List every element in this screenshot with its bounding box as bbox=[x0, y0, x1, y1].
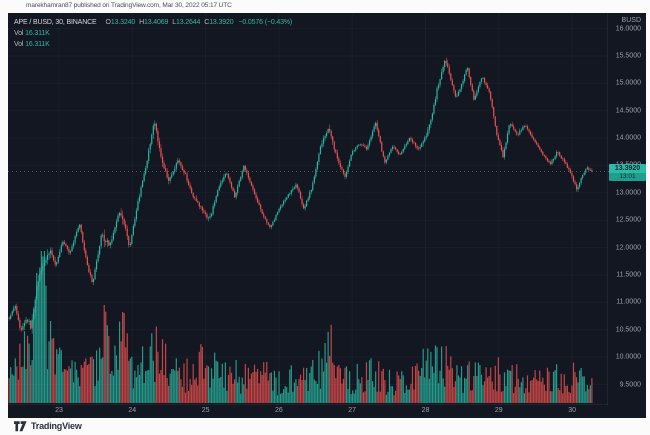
price-tick-label: 11.0000 bbox=[616, 298, 641, 306]
candles bbox=[8, 57, 593, 334]
price-tick-label: 14.5000 bbox=[615, 107, 641, 115]
time-tick-label: 23 bbox=[55, 407, 63, 414]
price-tick-label: 12.5000 bbox=[615, 216, 641, 224]
price-tick-label: 12.0000 bbox=[615, 244, 641, 252]
price-tick-label: 10.0000 bbox=[615, 353, 641, 361]
tradingview-wordmark: TradingView bbox=[31, 421, 82, 431]
volume-bars bbox=[8, 251, 593, 403]
bar-countdown: 13:01 bbox=[609, 173, 646, 181]
chart-panel: APE / BUSD, 30, BINANCE O13.3240 H13.4069 L… bbox=[8, 13, 646, 418]
time-axis[interactable]: 23 24 25 26 27 28 29 30 bbox=[8, 404, 608, 418]
price-tick-label: 10.5000 bbox=[615, 326, 641, 334]
time-tick-label: 25 bbox=[201, 407, 210, 414]
ohlc-high-value: 13.4069 bbox=[144, 19, 169, 26]
volume-label[interactable]: Vol bbox=[14, 30, 24, 37]
price-tick-label: 11.5000 bbox=[616, 271, 641, 279]
time-tick-label: 27 bbox=[348, 407, 357, 414]
change-value: −0.0576 (−0.43%) bbox=[238, 19, 293, 26]
ohlc-open-value: 13.3240 bbox=[110, 19, 136, 26]
legend-ohlc-row: APE / BUSD, 30, BINANCE O13.3240 H13.4069 L… bbox=[14, 17, 292, 28]
price-axis-unit: BUSD bbox=[621, 17, 641, 24]
ohlc-close-value: 13.3920 bbox=[209, 19, 234, 26]
time-tick-label: 28 bbox=[421, 407, 430, 414]
tradingview-attribution[interactable]: TradingView bbox=[14, 420, 82, 432]
share-caption: marekhamran87 published on TradingView.c… bbox=[26, 2, 232, 9]
candlestick-chart[interactable] bbox=[8, 13, 646, 418]
volume-label[interactable]: Vol bbox=[14, 41, 24, 48]
price-tick-label: 16.0000 bbox=[615, 25, 641, 32]
ohlc-low-key: L bbox=[172, 19, 177, 26]
price-tick-label: 15.0000 bbox=[615, 79, 641, 87]
ohlc-high-key: H bbox=[139, 19, 144, 26]
symbol-legend: APE / BUSD, 30, BINANCE O13.3240 H13.4069 L… bbox=[14, 17, 292, 50]
time-tick-label: 30 bbox=[568, 407, 576, 414]
price-axis[interactable]: BUSD 16.0000 15.5000 15.0000 14.5000 14.0000… bbox=[607, 13, 646, 405]
symbol-title[interactable]: APE / BUSD, 30, BINANCE bbox=[14, 19, 97, 26]
time-tick-label: 24 bbox=[128, 407, 137, 414]
price-tick-label: 13.0000 bbox=[615, 189, 641, 197]
last-price-value: 13.3920 bbox=[609, 164, 646, 173]
ohlc-close-key: C bbox=[204, 19, 210, 26]
ohlc-open-key: O bbox=[105, 19, 111, 26]
time-tick-label: 29 bbox=[494, 407, 503, 414]
volume-legend-row: Vol 16.311K bbox=[14, 28, 292, 39]
price-tick-label: 15.5000 bbox=[615, 52, 641, 60]
price-tick-label: 9.5000 bbox=[619, 381, 641, 388]
last-price-label: 13.3920 13:01 bbox=[609, 164, 646, 181]
volume-value: 16.311K bbox=[25, 41, 50, 48]
volume-value: 16.311K bbox=[25, 30, 50, 37]
price-tick-label: 14.0000 bbox=[615, 134, 641, 142]
tradingview-logo-icon bbox=[14, 420, 27, 431]
volume-legend-row: Vol 16.311K bbox=[14, 39, 292, 50]
time-tick-label: 26 bbox=[274, 407, 283, 414]
ohlc-low-value: 13.2644 bbox=[176, 19, 201, 26]
